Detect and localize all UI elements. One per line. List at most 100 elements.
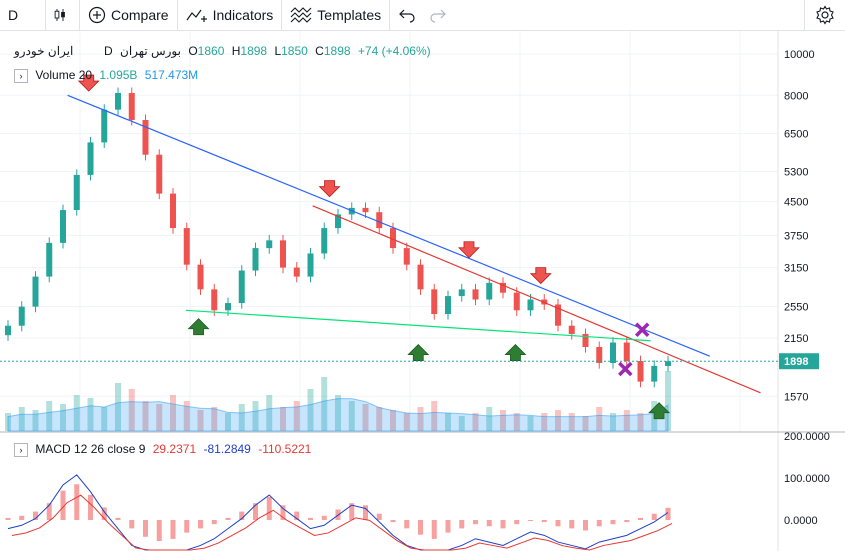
macd-histogram-bar	[376, 513, 382, 520]
macd-histogram-bar	[541, 520, 547, 523]
candle-body	[142, 119, 149, 155]
candle-body	[211, 289, 218, 311]
gear-icon	[816, 5, 834, 25]
chart-type-button[interactable]	[46, 0, 80, 30]
undo-button[interactable]	[390, 0, 429, 30]
candle-body	[5, 325, 11, 336]
close-label: C	[315, 44, 324, 58]
change-value: +74 (+4.06%)	[357, 44, 431, 58]
interval-label: D	[8, 7, 19, 23]
interval-button[interactable]: D	[0, 0, 46, 30]
price-chart[interactable]: 10000 8000 6500 5300 4500 3750 3150 2550 2150 157…	[0, 31, 845, 551]
volume-bar	[610, 413, 616, 431]
macd-histogram-bar	[129, 520, 135, 529]
templates-icon	[290, 7, 312, 23]
high-value: 1898	[240, 44, 268, 58]
candle-body	[225, 303, 231, 311]
macd-tick-label: 200.0000	[784, 431, 830, 443]
macd-histogram-bar	[431, 520, 437, 539]
macd-histogram-bar	[363, 505, 368, 520]
macd-histogram-bar	[225, 517, 231, 520]
candle-body	[32, 276, 39, 307]
undo-icon	[399, 9, 415, 23]
trendlines	[67, 94, 761, 394]
volume-bar	[87, 398, 94, 431]
volume-bar	[156, 404, 163, 431]
symbol-name: ایران خودرو	[14, 44, 74, 58]
cross-mark-icon	[618, 361, 633, 377]
volume-bar	[18, 407, 25, 431]
macd-histogram-bar	[101, 507, 107, 520]
price-tick-label: 3750	[784, 230, 808, 242]
buy-arrow-icon	[187, 318, 210, 336]
macd-histogram-bar	[253, 503, 258, 520]
price-tick-label: 5300	[784, 166, 808, 178]
candle-body	[128, 92, 135, 120]
collapse-icon[interactable]: ›	[14, 443, 28, 457]
compare-button[interactable]: Compare	[80, 0, 178, 30]
volume-bar	[665, 371, 671, 431]
price-tick-label: 2150	[784, 333, 808, 345]
legend-interval: D	[104, 44, 113, 58]
macd-histogram-bar	[88, 494, 93, 520]
macd-hist-value: 29.2371	[152, 442, 197, 456]
candle-body	[46, 242, 53, 277]
macd-histogram-bar	[170, 520, 176, 539]
price-tick-label: 2550	[784, 302, 808, 314]
low-value: 1850	[281, 44, 308, 58]
price-tick-label: 8000	[784, 90, 808, 102]
candle-body	[280, 240, 286, 268]
buy-arrow-icon	[407, 343, 430, 361]
blue-trendline	[67, 94, 711, 357]
last-price-box	[779, 353, 819, 370]
volume-bar	[445, 413, 451, 431]
settings-button[interactable]	[804, 0, 845, 30]
collapse-icon[interactable]: ›	[14, 69, 28, 83]
templates-label: Templates	[317, 7, 382, 23]
volume-bar	[128, 389, 135, 431]
volume-bar	[500, 410, 506, 431]
macd-histogram-bar	[198, 520, 203, 529]
symbol-legend: ایران خودرو	[14, 44, 77, 58]
plus-circle-icon	[88, 6, 106, 24]
indicators-button[interactable]: Indicators	[178, 0, 283, 30]
macd-histogram-bar	[143, 520, 148, 537]
candle-body	[293, 267, 300, 277]
volume-bar	[582, 416, 589, 431]
macd-histogram-bar	[156, 520, 162, 541]
macd-histogram-bar	[486, 520, 492, 527]
candle-body	[87, 142, 94, 175]
volume-bar	[348, 401, 355, 431]
candle-body	[60, 210, 66, 243]
macd-histogram-bar	[5, 517, 11, 520]
candle-body	[417, 264, 424, 290]
open-label: O	[188, 44, 198, 58]
volume-bar	[197, 410, 204, 431]
indicators-icon	[186, 9, 207, 22]
volume-ma-area	[7, 398, 669, 432]
candle-body	[390, 228, 396, 249]
buy-arrow-icon	[648, 402, 671, 420]
legend-exchange: بورس تهران	[120, 44, 181, 58]
candle-body	[238, 270, 245, 304]
volume-bar	[225, 413, 231, 431]
macd-histogram-bar	[390, 520, 396, 523]
macd-histogram-bar	[500, 520, 506, 529]
redo-button[interactable]	[429, 0, 460, 30]
candle-body	[376, 212, 383, 229]
candle-body	[73, 174, 80, 211]
volume-bar	[142, 401, 149, 431]
cross-mark-icon	[634, 322, 650, 338]
volume-bar	[623, 410, 630, 431]
chart-grid	[0, 31, 778, 432]
macd-histogram-bar	[33, 511, 38, 520]
volume-bar	[46, 401, 53, 431]
candle-body	[596, 346, 603, 363]
macd-value: -81.2849	[203, 442, 251, 456]
volume-bar	[238, 404, 245, 431]
macd-histogram-bar	[74, 484, 80, 520]
macd-histogram-bar	[665, 507, 671, 520]
candle-body	[513, 292, 520, 311]
templates-button[interactable]: Templates	[282, 0, 391, 30]
macd-histogram-bar	[651, 513, 657, 520]
